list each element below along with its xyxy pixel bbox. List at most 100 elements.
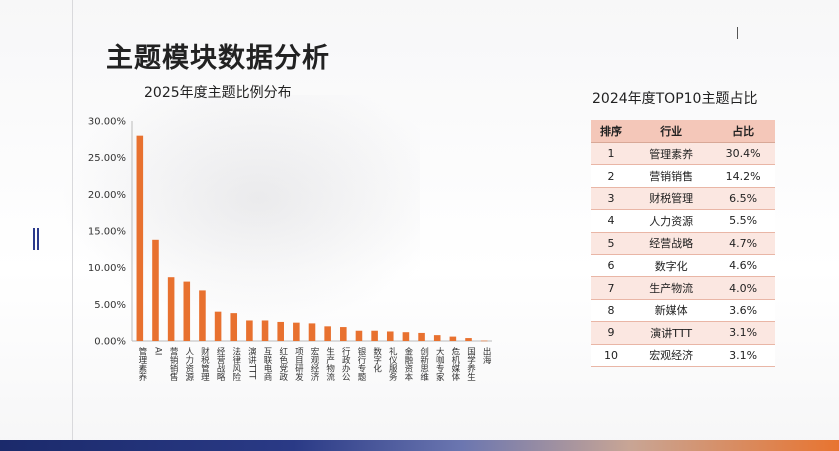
- rank-cell: 3: [591, 187, 632, 211]
- table-row: 2 营销销售 14.2%: [591, 164, 775, 188]
- bar: [355, 330, 363, 341]
- bar: [465, 338, 472, 341]
- bar: [230, 313, 238, 341]
- x-tick-label: 礼仪服务: [387, 346, 397, 382]
- rank-cell: 2: [591, 164, 632, 188]
- table-row: 5 经营战略 4.7%: [591, 232, 775, 255]
- rank-cell: 4: [591, 209, 632, 233]
- table-row: 8 新媒体 3.6%: [591, 299, 775, 323]
- bar-chart: 0.00% 5.00% 10.00% 15.00% 20.00% 25.00% 30.00%…: [88, 117, 492, 382]
- rank-cell: 8: [591, 299, 632, 323]
- industry-cell: 数字化: [631, 254, 712, 278]
- header-rank: 排序: [591, 120, 632, 143]
- industry-cell: 新媒体: [631, 299, 712, 323]
- bar: [449, 336, 457, 341]
- chart-title: 2025年度主题比例分布: [144, 85, 292, 101]
- rank-cell: 1: [591, 142, 632, 166]
- bar: [308, 323, 316, 341]
- bar: [371, 330, 378, 341]
- industry-cell: 管理素养: [631, 142, 712, 166]
- rank-cell: 7: [591, 276, 632, 300]
- rank-cell: 6: [591, 254, 632, 278]
- bar: [214, 311, 222, 341]
- y-tick-label: 25.00%: [88, 153, 126, 164]
- bar: [480, 340, 488, 342]
- y-tick-label: 5.00%: [94, 300, 126, 311]
- x-tick-label: 数字化: [372, 346, 382, 373]
- bar: [199, 290, 206, 341]
- x-tick-label: 法律风险: [231, 346, 241, 382]
- share-cell: 3.6%: [711, 299, 775, 323]
- rank-cell: 5: [591, 232, 632, 255]
- industry-cell: 财税管理: [631, 187, 712, 211]
- x-tick-label: 项目研发: [293, 347, 303, 382]
- table-row: 9 演讲TTT 3.1%: [591, 321, 775, 345]
- table-row: 10 宏观经济 3.1%: [591, 344, 775, 367]
- top10-table: 排序 行业 占比 1 管理素养 30.4% 2 营销销售 14.2% 3 财税管理 6.5%…: [591, 120, 775, 367]
- y-tick-label: 0.00%: [94, 337, 126, 348]
- y-tick-label: 20.00%: [88, 190, 126, 201]
- bar: [293, 322, 300, 341]
- rank-cell: 10: [591, 344, 632, 367]
- x-tick-label: AI: [152, 347, 162, 355]
- industry-cell: 人力资源: [631, 209, 712, 233]
- background-photo: [60, 95, 420, 325]
- tick-mark: [737, 27, 738, 39]
- x-tick-label: 红色党政: [278, 346, 288, 382]
- x-tick-label: 管理素养: [137, 346, 147, 382]
- header-share: 占比: [711, 120, 775, 143]
- bar: [183, 281, 191, 341]
- share-cell: 4.6%: [711, 254, 775, 278]
- x-tick-label: 大咖专家: [434, 346, 444, 381]
- share-cell: 4.0%: [711, 276, 775, 300]
- x-tick-label: 金融资本: [403, 346, 413, 382]
- x-tick-label: 国学养生: [466, 347, 476, 381]
- bar: [418, 332, 425, 341]
- bottom-gradient-bar: [0, 440, 839, 451]
- x-tick-label: 创新思维: [419, 346, 429, 382]
- vertical-divider: [72, 0, 73, 445]
- x-tick-label: 银行专题: [356, 346, 366, 382]
- rank-cell: 9: [591, 321, 632, 345]
- x-tick-label: 宏观经济: [309, 346, 319, 382]
- table-header-row: 排序 行业 占比: [591, 120, 775, 143]
- bar: [433, 335, 441, 341]
- share-cell: 3.1%: [711, 344, 775, 367]
- x-tick-label: 行政办公: [340, 346, 350, 381]
- x-tick-label: 生产物流: [325, 346, 335, 382]
- table-title: 2024年度TOP10主题占比: [592, 91, 758, 107]
- page-title: 主题模块数据分析: [106, 43, 330, 74]
- table-row: 1 管理素养 30.4%: [591, 142, 775, 166]
- x-tick-label: 财税管理: [199, 346, 209, 381]
- y-tick-label: 15.00%: [88, 227, 126, 238]
- bar: [277, 321, 284, 341]
- x-tick-label: 经营战略: [215, 346, 225, 381]
- x-tick-label: 出海: [481, 346, 491, 365]
- table-row: 7 生产物流 4.0%: [591, 276, 775, 300]
- share-cell: 4.7%: [711, 232, 775, 255]
- share-cell: 14.2%: [711, 164, 775, 188]
- table-row: 3 财税管理 6.5%: [591, 187, 775, 211]
- bar: [246, 320, 253, 341]
- x-tick-label: 人力资源: [184, 347, 194, 382]
- x-tick-label: 营销销售: [168, 346, 178, 382]
- industry-cell: 演讲TTT: [631, 321, 712, 345]
- industry-cell: 生产物流: [631, 276, 712, 300]
- industry-cell: 经营战略: [631, 232, 712, 255]
- header-industry: 行业: [631, 120, 712, 143]
- bar: [324, 326, 331, 341]
- table-row: 6 数字化 4.6%: [591, 254, 775, 278]
- x-tick-label: 互联电商: [262, 347, 272, 382]
- bar: [261, 320, 269, 341]
- share-cell: 6.5%: [711, 187, 775, 211]
- industry-cell: 宏观经济: [631, 344, 712, 367]
- table-row: 4 人力资源 5.5%: [591, 209, 775, 233]
- double-bar-icon: [33, 228, 39, 250]
- bar: [167, 277, 175, 341]
- share-cell: 30.4%: [711, 142, 775, 166]
- bar: [402, 332, 410, 341]
- share-cell: 5.5%: [711, 209, 775, 233]
- bar: [136, 135, 144, 341]
- y-tick-label: 30.00%: [88, 117, 126, 128]
- x-tick-label: 危机媒体: [450, 346, 460, 382]
